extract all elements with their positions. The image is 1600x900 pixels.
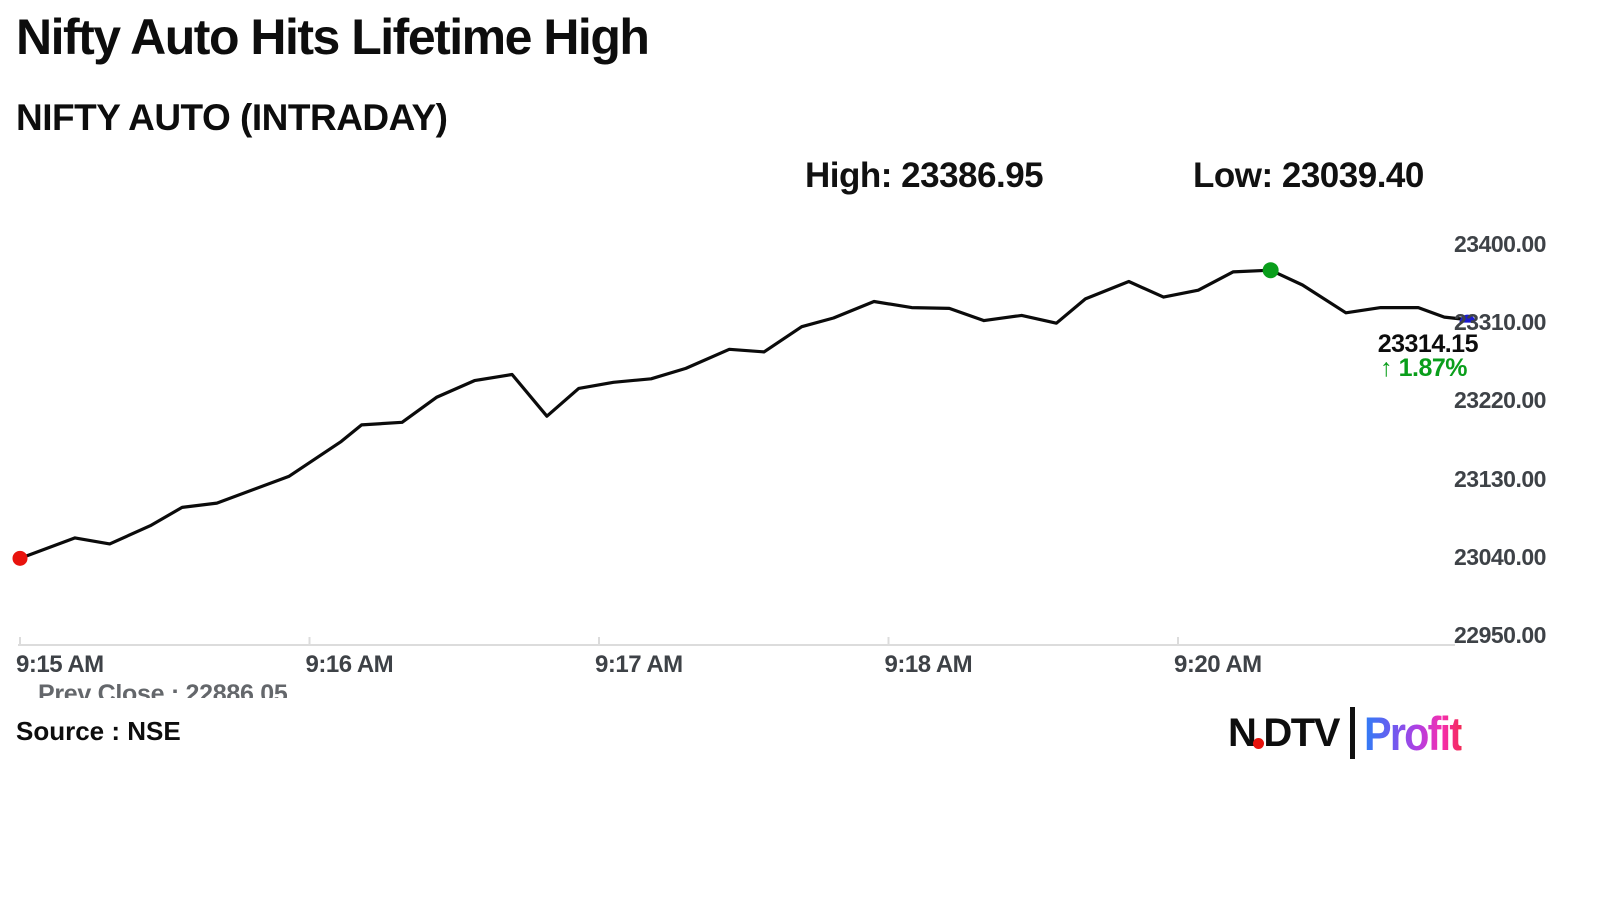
x-tick-label: 9:15 AM bbox=[16, 651, 104, 678]
price-line bbox=[18, 268, 1470, 561]
high-value: 23386.95 bbox=[901, 156, 1044, 195]
logo-divider bbox=[1349, 707, 1355, 759]
x-tick-label: 9:18 AM bbox=[884, 651, 973, 678]
page-title: Nifty Auto Hits Lifetime High bbox=[16, 9, 650, 65]
x-tick-label: 9:17 AM bbox=[595, 651, 683, 678]
low-label: Low: bbox=[1193, 156, 1273, 195]
high-label: High: bbox=[805, 156, 892, 195]
logo-red-dot-icon bbox=[1253, 737, 1265, 749]
last-price-label: 23314.15 bbox=[1377, 330, 1479, 358]
up-arrow-icon: ↑ bbox=[1380, 354, 1393, 382]
logo-profit-text: Profit bbox=[1363, 706, 1463, 760]
low-value: 23039.40 bbox=[1281, 156, 1424, 195]
y-tick-label: 23220.00 bbox=[1454, 387, 1546, 414]
y-tick-label: 23400.00 bbox=[1454, 231, 1546, 257]
high-dot bbox=[1262, 262, 1279, 279]
y-tick-label: 23040.00 bbox=[1454, 543, 1546, 570]
y-tick-label: 23130.00 bbox=[1454, 465, 1546, 492]
x-tick-label: 9:20 AM bbox=[1174, 651, 1262, 678]
y-tick-label: 23310.00 bbox=[1454, 309, 1546, 336]
change-percent: 1.87% bbox=[1398, 354, 1468, 382]
chart-subtitle: NIFTY AUTO (INTRADAY) bbox=[16, 97, 448, 138]
high-stat: High: 23386.95 bbox=[805, 156, 1044, 196]
start-dot bbox=[12, 550, 28, 566]
logo-ndtv-text: N DTV bbox=[1228, 710, 1340, 755]
ndtv-profit-logo: N DTV Profit bbox=[1228, 702, 1475, 764]
low-stat: Low: 23039.40 bbox=[1193, 156, 1424, 196]
prev-close-label: Prev Close : 22886.05 bbox=[38, 680, 288, 698]
change-label: ↑ 1.87% bbox=[1380, 354, 1467, 383]
source-label: Source : NSE bbox=[16, 716, 181, 746]
y-tick-label: 22950.00 bbox=[1454, 622, 1546, 648]
last-dot bbox=[1459, 314, 1476, 323]
x-tick-label: 9:16 AM bbox=[305, 651, 394, 678]
